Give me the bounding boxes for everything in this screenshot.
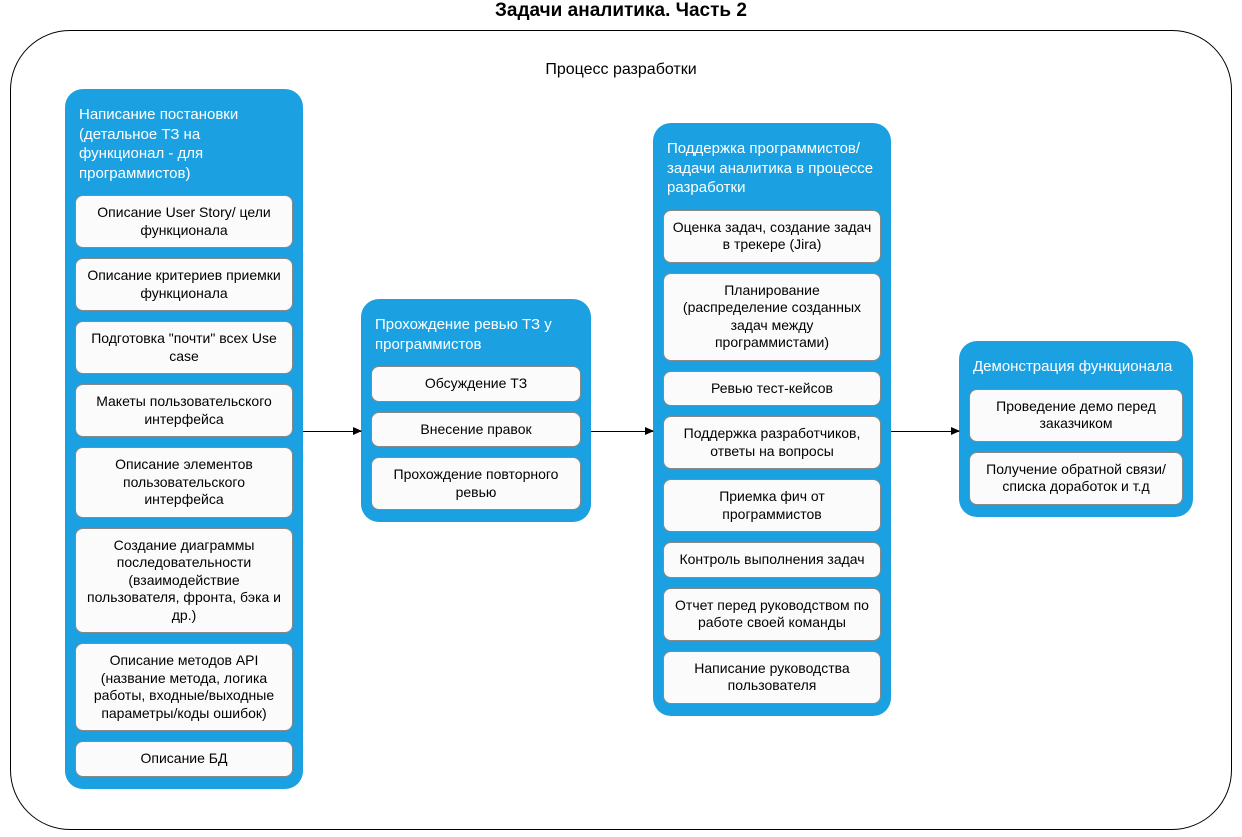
stage-support-item: Планирование (распределение созданных за… (663, 273, 881, 361)
stage-review-item: Внесение правок (371, 412, 581, 448)
stage-review-item: Обсуждение ТЗ (371, 366, 581, 402)
stage-spec: Написание постановки (детальное ТЗ на фу… (65, 89, 303, 789)
stage-spec-item: Создание диаграммы последовательности (в… (75, 528, 293, 634)
stage-support-item: Контроль выполнения задач (663, 542, 881, 578)
stage-support-item: Поддержка разработчиков, ответы на вопро… (663, 416, 881, 469)
stage-support-item: Написание руководства пользователя (663, 651, 881, 704)
stage-spec-item: Описание БД (75, 741, 293, 777)
stage-demo: Демонстрация функционала Проведение демо… (959, 341, 1193, 517)
stage-spec-item: Описание элементов пользовательского инт… (75, 447, 293, 518)
process-container: Процесс разработки Написание постановки … (10, 30, 1232, 830)
stage-spec-item: Подготовка "почти" всех Use case (75, 321, 293, 374)
stage-spec-title: Написание постановки (детальное ТЗ на фу… (79, 105, 289, 183)
stage-support-title: Поддержка программистов/ задачи аналитик… (667, 139, 877, 198)
stage-demo-title: Демонстрация функционала (973, 357, 1179, 377)
stage-review-title: Прохождение ревью ТЗ у программистов (375, 315, 577, 354)
stage-support-item: Отчет перед руководством по работе своей… (663, 588, 881, 641)
stage-spec-item: Описание критериев приемки функционала (75, 258, 293, 311)
stage-support-item: Оценка задач, создание задач в трекере (… (663, 210, 881, 263)
stage-support-item: Ревью тест-кейсов (663, 371, 881, 407)
stage-review-item: Прохождение повторного ревью (371, 457, 581, 510)
stage-demo-item: Получение обратной связи/ списка доработ… (969, 452, 1183, 505)
stage-spec-item: Макеты пользовательского интерфейса (75, 384, 293, 437)
page-title: Задачи аналитика. Часть 2 (0, 0, 1242, 22)
stage-support: Поддержка программистов/ задачи аналитик… (653, 123, 891, 716)
stage-demo-item: Проведение демо перед заказчиком (969, 389, 1183, 442)
container-title: Процесс разработки (11, 61, 1231, 79)
arrow-review-to-support (591, 431, 653, 432)
stage-review: Прохождение ревью ТЗ у программистов Обс… (361, 299, 591, 522)
stage-support-item: Приемка фич от программистов (663, 479, 881, 532)
stage-spec-item: Описание User Story/ цели функционала (75, 195, 293, 248)
arrow-spec-to-review (303, 431, 361, 432)
arrow-support-to-demo (891, 431, 959, 432)
stage-spec-item: Описание методов API (название метода, л… (75, 643, 293, 731)
